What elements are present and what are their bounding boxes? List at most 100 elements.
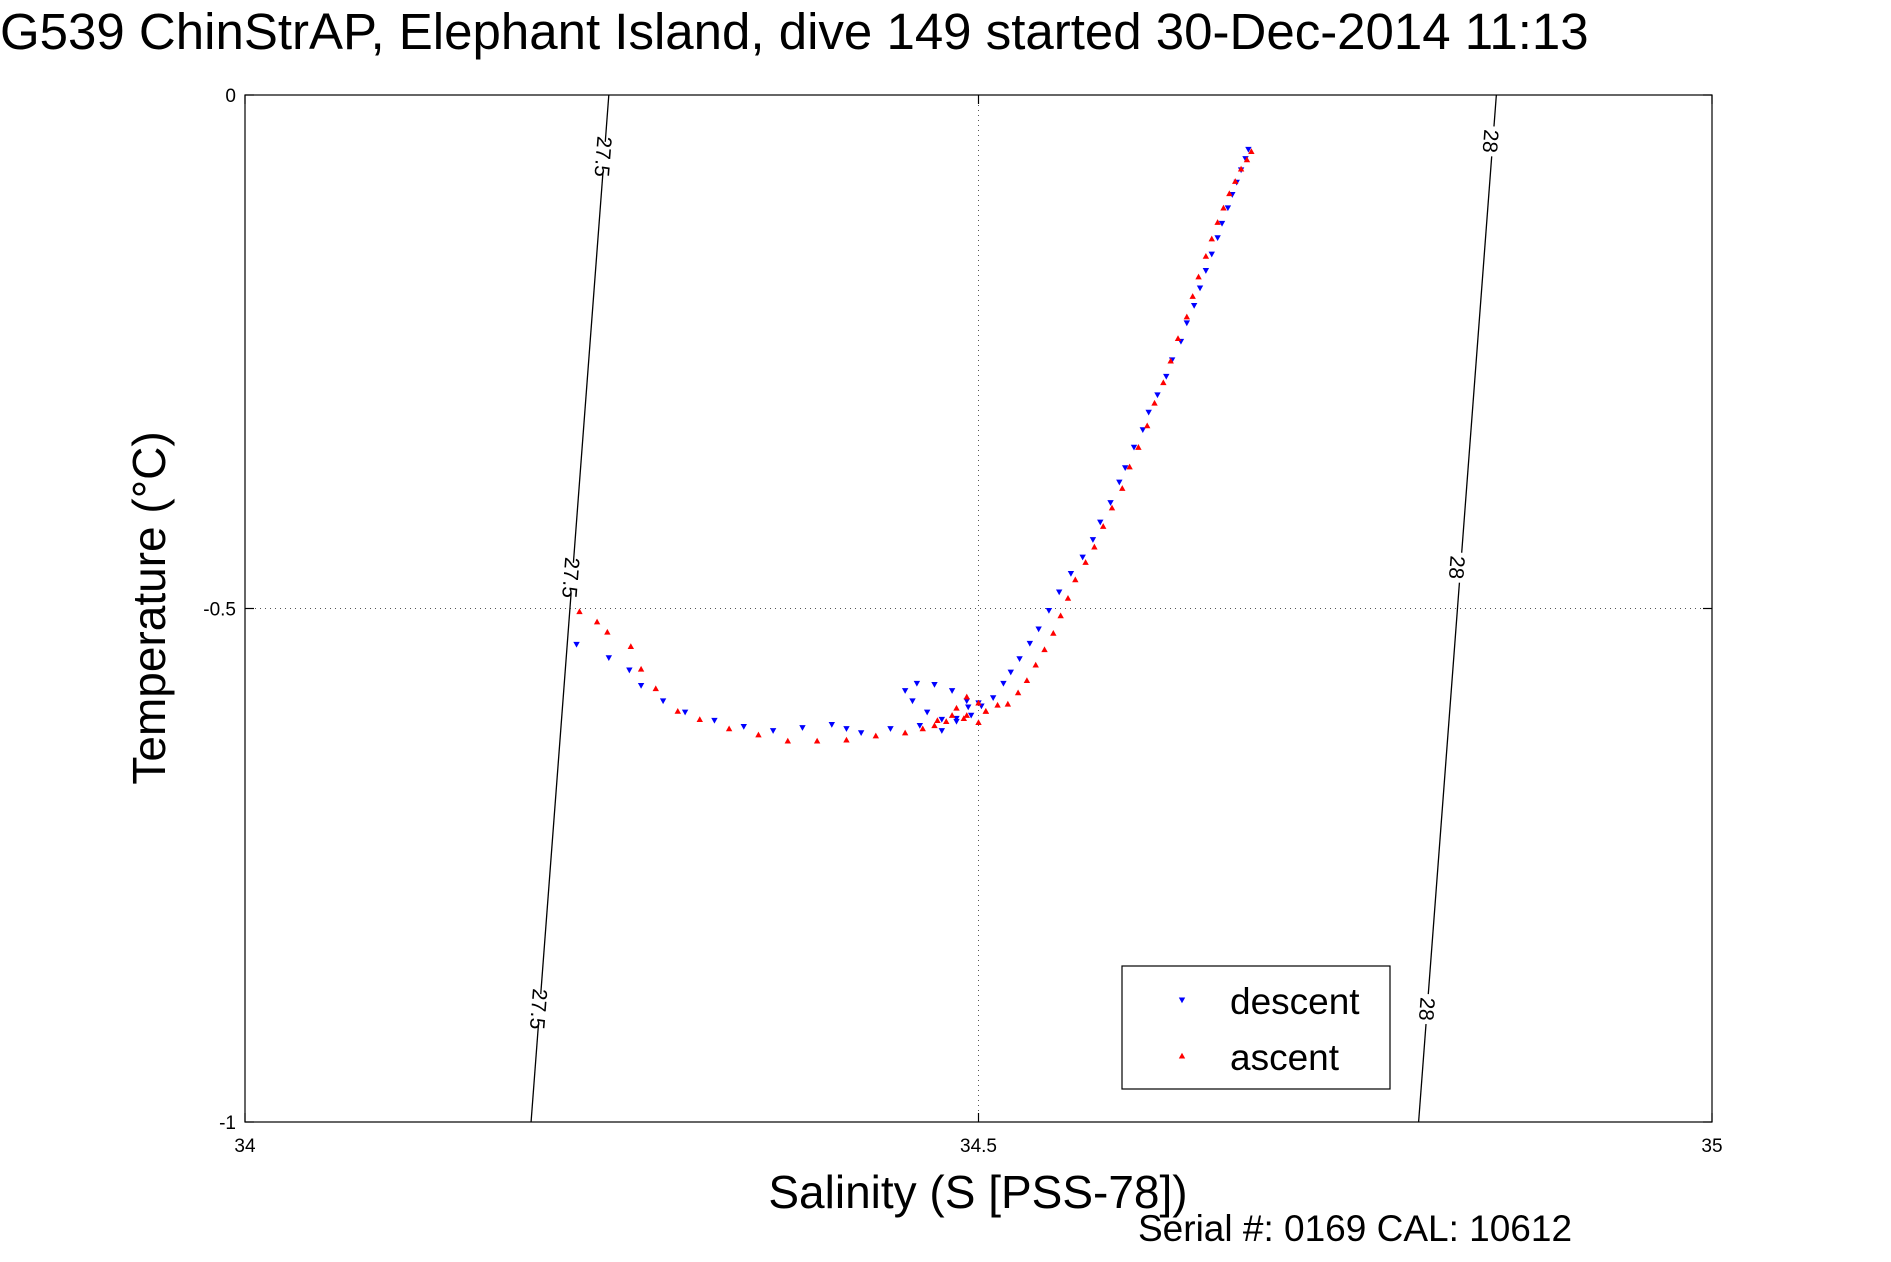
y-axis-label: Temperature (°C) [123, 431, 175, 784]
ascent-point [1195, 273, 1202, 280]
ascent-point [975, 719, 982, 726]
ascent-point [872, 732, 880, 739]
ascent-point [1023, 677, 1031, 683]
ascent-point [994, 701, 1001, 708]
ascent-point [982, 708, 990, 714]
descent-point [1045, 607, 1053, 614]
ascent-point [960, 715, 968, 721]
descent-point [1208, 251, 1215, 258]
descent-point [965, 704, 972, 711]
descent-point [659, 698, 667, 705]
ascent-point [674, 708, 681, 714]
ascent-point [1135, 444, 1142, 450]
ascent-point [1091, 543, 1098, 550]
ascent-point [637, 665, 645, 672]
ascent-point [1189, 293, 1196, 299]
ascent-point [943, 718, 950, 725]
isopycnal-label: 27.5 [525, 988, 551, 1030]
serial-cal-info: Serial #: 0169 CAL: 10612 [1138, 1208, 1573, 1249]
ascent-point [1248, 148, 1255, 155]
y-tick-label: 0 [225, 86, 236, 107]
isopycnal-line [530, 94, 610, 1123]
descent-point [769, 728, 777, 734]
descent-point [1154, 392, 1161, 399]
ascent-point [1151, 399, 1158, 406]
descent-point [1097, 519, 1104, 526]
x-tick-label: 35 [1701, 1136, 1722, 1157]
ascent-point [1041, 646, 1048, 653]
ascent-point [1167, 357, 1174, 364]
legend-box [1121, 965, 1391, 1090]
isopycnal-label-background [1391, 991, 1462, 1027]
ascent-point [755, 731, 762, 738]
ascent-point [652, 685, 659, 692]
isopycnal-line [1417, 94, 1497, 1123]
descent-point [637, 682, 645, 689]
ascent-point [931, 722, 938, 729]
descent-point [740, 724, 747, 730]
ascent-point [919, 725, 926, 732]
descent-point [711, 717, 718, 724]
ascent-point [593, 618, 601, 625]
descent-point [1145, 409, 1152, 416]
descent-point [1016, 656, 1023, 663]
descent-point [1190, 302, 1198, 309]
descent-point [938, 716, 946, 723]
legend-descent-marker-icon [1178, 997, 1186, 1004]
ascent-point [1232, 178, 1239, 184]
ascent-point [1183, 313, 1191, 320]
ascent-point [948, 712, 956, 718]
descent-point [1196, 285, 1204, 292]
descent-point [963, 698, 970, 705]
y-tick-label: -1 [219, 1113, 236, 1134]
descent-point [913, 680, 921, 687]
ascent-point [576, 608, 583, 615]
x-tick-label: 34.5 [960, 1136, 997, 1157]
descent-point [857, 730, 865, 736]
ascent-point [963, 693, 970, 700]
descent-point [799, 725, 806, 731]
ascent-point [843, 736, 850, 743]
isopycnal-label: 28 [1444, 555, 1469, 580]
descent-point [1007, 669, 1014, 676]
ascent-point [934, 717, 941, 724]
isopycnal-label: 28 [1478, 129, 1503, 154]
ascent-point [975, 699, 982, 706]
isopycnal-label-background [1455, 123, 1526, 159]
descent-point [1067, 571, 1075, 577]
ascent-point [1082, 559, 1089, 565]
isopycnal-label-background [535, 560, 606, 596]
ascent-point [1014, 689, 1022, 696]
ascent-point [1057, 612, 1064, 619]
isopycnal-label: 28 [1414, 996, 1439, 1021]
series-descent [573, 146, 1252, 736]
ascent-point [1243, 156, 1251, 163]
x-axis-label: Salinity (S [PSS-78]) [768, 1166, 1187, 1218]
descent-point [681, 709, 689, 716]
descent-point [1079, 554, 1086, 561]
isopycnal-label: 27.5 [589, 135, 615, 177]
descent-point [1000, 680, 1007, 687]
descent-point [605, 655, 613, 661]
ascent-point [1214, 219, 1221, 225]
descent-point [1245, 146, 1252, 153]
isopycnal-label-background [567, 139, 638, 175]
ascent-point [1237, 165, 1245, 172]
descent-point [1035, 626, 1042, 633]
descent-point [1139, 427, 1147, 434]
descent-point [1122, 465, 1129, 472]
descent-point [1089, 537, 1097, 543]
descent-point [901, 688, 909, 694]
descent-point [953, 718, 960, 725]
ascent-point [696, 716, 703, 722]
chart-title: G539 ChinStrAP, Elephant Island, dive 14… [0, 3, 1589, 60]
data-series [573, 146, 1255, 744]
ascent-point [1004, 700, 1012, 707]
x-tick-label: 34 [234, 1136, 256, 1157]
ascent-point [1032, 661, 1039, 668]
ascent-point [1099, 523, 1107, 529]
ascent-point [1160, 379, 1167, 386]
ascent-point [963, 712, 970, 718]
ascent-point [1108, 504, 1116, 511]
